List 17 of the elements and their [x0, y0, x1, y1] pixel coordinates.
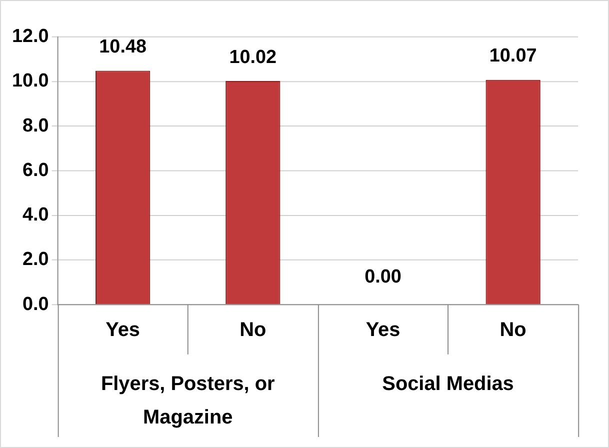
y-tick-label: 6.0: [22, 160, 49, 181]
data-label: 10.48: [99, 36, 146, 58]
x-tick-label: Yes: [106, 319, 140, 342]
y-tick-label: 0.0: [22, 294, 49, 315]
x-tick-label: No: [500, 319, 526, 342]
data-label: 10.02: [229, 46, 277, 68]
x-tick-label: No: [240, 319, 266, 342]
x-tick-label: Yes: [366, 319, 400, 342]
text: Flyers, Posters, or Magazine: [100, 372, 276, 429]
y-tick-label: 12.0: [12, 26, 49, 48]
y-tick-label: 4.0: [22, 204, 49, 226]
y-tick-label: 2.0: [22, 249, 49, 270]
y-tick-label: 10.0: [12, 70, 49, 92]
data-label: 0.00: [364, 266, 402, 288]
y-tick-label: 8.0: [22, 115, 49, 136]
text: Social Medias: [382, 372, 514, 395]
data-label: 10.07: [489, 46, 537, 67]
